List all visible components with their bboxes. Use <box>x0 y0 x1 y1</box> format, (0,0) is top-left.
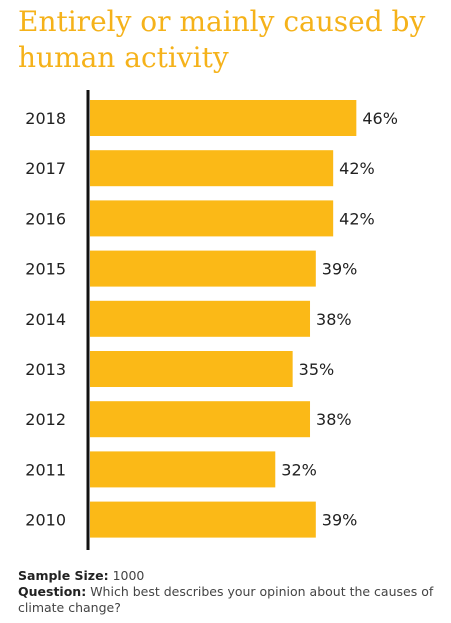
value-label: 46% <box>362 109 398 128</box>
value-label: 38% <box>316 410 352 429</box>
value-label: 39% <box>322 260 358 279</box>
question-text: Which best describes your opinion about … <box>18 584 434 615</box>
bar <box>90 451 276 488</box>
category-label: 2016 <box>25 209 66 228</box>
category-label: 2014 <box>25 310 66 329</box>
bar <box>90 150 334 187</box>
category-label: 2018 <box>25 109 66 128</box>
bar <box>90 250 316 287</box>
bar <box>90 100 357 136</box>
value-label: 35% <box>299 360 335 379</box>
bar <box>90 300 311 337</box>
sample-size-label: Sample Size: <box>18 568 109 583</box>
footnote: Sample Size: 1000 Question: Which best d… <box>18 568 443 616</box>
sample-size-line: Sample Size: 1000 <box>18 568 443 584</box>
value-label: 38% <box>316 310 352 329</box>
bar-chart: 2018 46% 2017 42% 2016 42% 2015 39% 2014 38% 2013 3… <box>25 90 398 550</box>
question-label: Question: <box>18 584 87 599</box>
category-label: 2013 <box>25 360 66 379</box>
category-label: 2017 <box>25 159 66 178</box>
sample-size-value: 1000 <box>112 568 145 583</box>
bar <box>90 501 316 538</box>
chart-title: Entirely or mainly caused by human activ… <box>18 5 426 74</box>
value-label: 42% <box>339 159 375 178</box>
category-label: 2015 <box>25 260 66 279</box>
value-label: 39% <box>322 511 358 530</box>
category-label: 2011 <box>25 460 66 479</box>
category-label: 2012 <box>25 410 66 429</box>
value-label: 32% <box>281 460 317 479</box>
bar <box>90 401 311 438</box>
bar <box>90 351 293 387</box>
value-label: 42% <box>339 209 375 228</box>
question-line: Question: Which best describes your opin… <box>18 584 443 616</box>
bar <box>90 200 334 237</box>
category-label: 2010 <box>25 511 66 530</box>
